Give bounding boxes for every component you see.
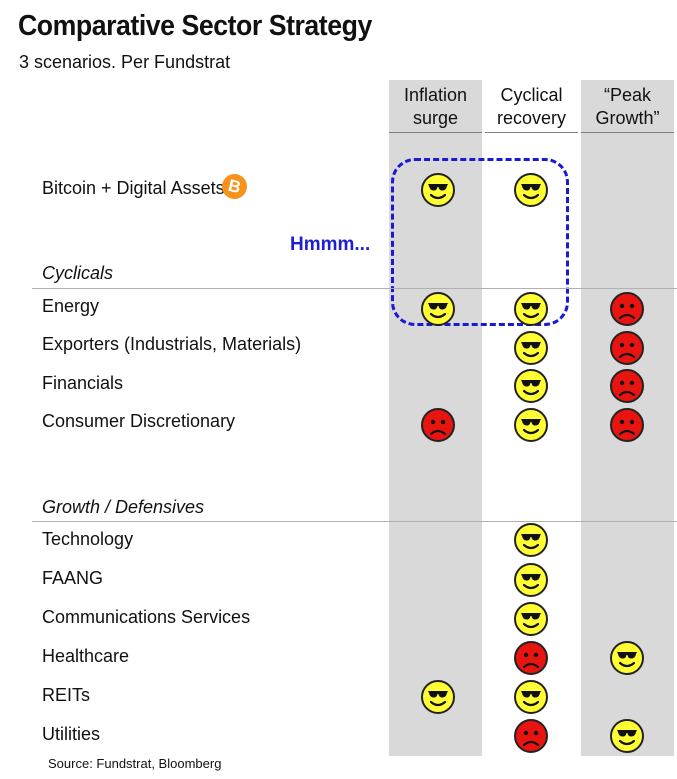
happy-sunglasses-face-icon xyxy=(513,291,549,332)
section-cyclicals: Cyclicals xyxy=(42,263,114,283)
happy-sunglasses-face-icon xyxy=(513,172,549,213)
sad-face-icon xyxy=(609,330,645,371)
happy-sunglasses-face-icon xyxy=(609,718,645,759)
sad-face-icon xyxy=(420,407,456,448)
section-divider xyxy=(32,521,677,522)
column-header-line: recovery xyxy=(496,108,567,128)
happy-sunglasses-face-icon xyxy=(513,562,549,603)
row-label-communications-services: Communications Services xyxy=(42,607,251,627)
column-header-cyclical-recovery: Cyclical recovery xyxy=(485,82,578,133)
row-label-healthcare: Healthcare xyxy=(42,646,130,666)
sad-face-icon xyxy=(609,291,645,332)
column-header-line: Growth” xyxy=(595,108,660,128)
row-label-reits: REITs xyxy=(42,685,91,705)
happy-sunglasses-face-icon xyxy=(513,601,549,642)
happy-sunglasses-face-icon xyxy=(420,172,456,213)
happy-sunglasses-face-icon xyxy=(513,522,549,563)
happy-sunglasses-face-icon xyxy=(513,330,549,371)
row-label-utilities: Utilities xyxy=(42,724,101,744)
sad-face-icon xyxy=(513,718,549,759)
row-label-energy: Energy xyxy=(42,296,100,316)
row-label-exporters: Exporters (Industrials, Materials) xyxy=(42,334,302,354)
column-header-inflation-surge: Inflation surge xyxy=(389,82,482,133)
sad-face-icon xyxy=(609,368,645,409)
column-header-line: Inflation xyxy=(403,85,468,105)
happy-sunglasses-face-icon xyxy=(513,368,549,409)
row-label-faang: FAANG xyxy=(42,568,104,588)
column-header-peak-growth: “Peak Growth” xyxy=(581,82,674,133)
column-header-line: “Peak xyxy=(603,85,652,105)
page-title: Comparative Sector Strategy xyxy=(18,10,372,42)
page-subtitle: 3 scenarios. Per Fundstrat xyxy=(19,52,231,72)
highlight-dashed-box xyxy=(391,158,569,326)
annotation-hmmm: Hmmm... xyxy=(290,234,371,255)
row-label-technology: Technology xyxy=(42,529,134,549)
happy-sunglasses-face-icon xyxy=(513,679,549,720)
happy-sunglasses-face-icon xyxy=(513,407,549,448)
source-note: Source: Fundstrat, Bloomberg xyxy=(48,756,222,771)
row-label-financials: Financials xyxy=(42,373,124,393)
row-label-bitcoin: Bitcoin + Digital Assets xyxy=(42,178,225,198)
happy-sunglasses-face-icon xyxy=(609,640,645,681)
sad-face-icon xyxy=(609,407,645,448)
row-label-consumer-discretionary: Consumer Discretionary xyxy=(42,411,236,431)
happy-sunglasses-face-icon xyxy=(420,291,456,332)
column-header-line: Cyclical xyxy=(500,85,563,105)
section-divider xyxy=(32,288,677,289)
sad-face-icon xyxy=(513,640,549,681)
column-header-line: surge xyxy=(412,108,459,128)
happy-sunglasses-face-icon xyxy=(420,679,456,720)
section-growth-defensives: Growth / Defensives xyxy=(42,497,205,517)
